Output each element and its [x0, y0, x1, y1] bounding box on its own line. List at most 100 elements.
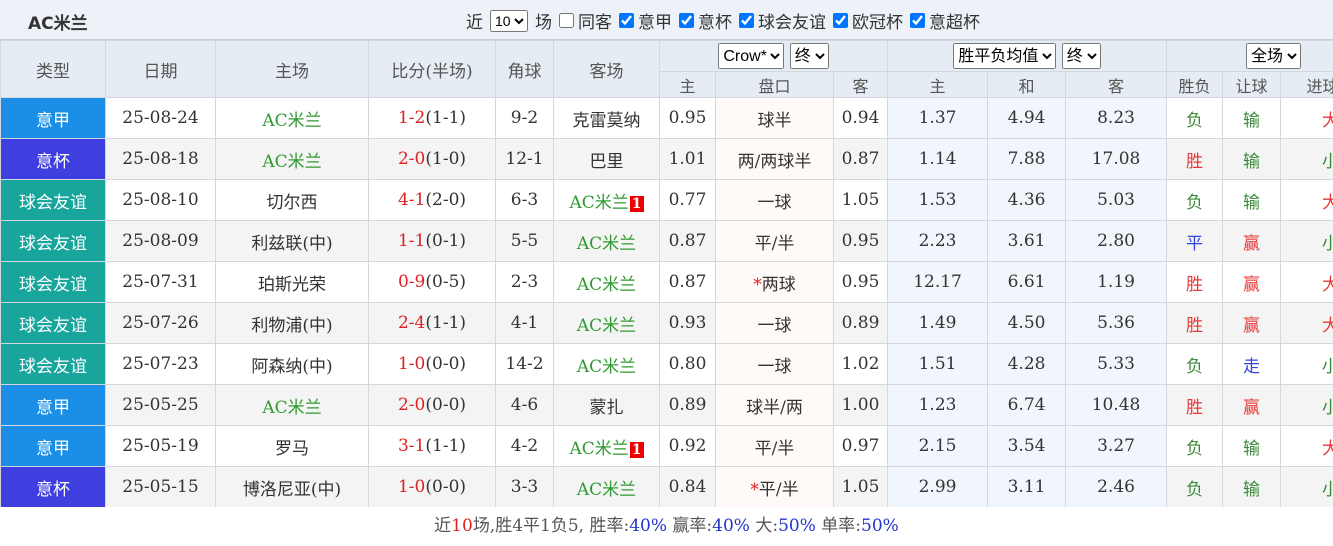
odds-away: 0.87	[832, 138, 889, 180]
match-row: 意甲 25-08-24 AC米兰 1-2(1-1) 9-2 克雷莫纳 0.95 球半 0.94 1…	[0, 97, 1333, 139]
eu-draw: 6.74	[987, 384, 1067, 426]
half-score: (1-0)	[425, 149, 467, 169]
corners: 2-3	[495, 261, 554, 303]
odds-away: 1.05	[832, 466, 889, 507]
group-header: Crow* 终	[658, 40, 889, 72]
odds-select[interactable]: 全场	[1246, 43, 1302, 69]
recent-count[interactable]: 10	[490, 9, 528, 32]
goals: 大	[1280, 425, 1333, 467]
eu-win: 2.23	[887, 220, 989, 262]
red-card: 1	[629, 441, 644, 458]
result: 胜	[1166, 261, 1224, 303]
league: 球会友谊	[0, 343, 106, 385]
home-team: 切尔西	[215, 179, 369, 221]
corners: 3-3	[495, 466, 554, 507]
league: 球会友谊	[0, 302, 106, 344]
filter-checkbox[interactable]	[739, 13, 754, 28]
score: 1-0(0-0)	[368, 466, 496, 507]
eu-win: 2.99	[887, 466, 989, 507]
summary-part: 40%	[629, 516, 667, 536]
date: 25-07-31	[105, 261, 216, 303]
result: 负	[1166, 97, 1224, 139]
summary-part: 场,胜4平1负5, 胜率:	[472, 516, 630, 536]
handicap-line: 球半/两	[746, 397, 803, 418]
goals: 小	[1280, 220, 1333, 262]
corners: 5-5	[495, 220, 554, 262]
half-score: (0-0)	[425, 354, 467, 374]
sub-header: 主	[887, 71, 989, 98]
half-score: (0-0)	[425, 395, 467, 415]
match-table: 类型 日期 主场 比分(半场) 角球 客场 Crow* 终 胜平负均值 终 全场 主盘口客主…	[0, 40, 1333, 507]
filter-label: 球会友谊	[758, 13, 826, 33]
date: 25-07-23	[105, 343, 216, 385]
filter-checkbox[interactable]	[619, 13, 634, 28]
handicap: *两球	[715, 261, 834, 303]
league: 球会友谊	[0, 179, 106, 221]
handicap: 两/两球半	[715, 138, 834, 180]
filter-checkbox[interactable]	[833, 13, 848, 28]
odds-away: 0.94	[832, 97, 889, 139]
summary-part: 10	[451, 516, 473, 536]
handicap-line: 两/两球半	[737, 151, 812, 172]
eu-lose: 1.19	[1065, 261, 1168, 303]
eu-lose: 5.33	[1065, 343, 1168, 385]
handicap-line: 一球	[757, 315, 792, 336]
eu-draw: 7.88	[987, 138, 1067, 180]
filter-label: 意超杯	[929, 13, 980, 33]
match-row: 球会友谊 25-07-31 珀斯光荣 0-9(0-5) 2-3 AC米兰 0.87 *两球 0.…	[0, 261, 1333, 303]
half-score: (1-1)	[425, 313, 467, 333]
handicap: 球半	[715, 97, 834, 139]
sub-header: 盘口	[715, 71, 834, 98]
odds-select[interactable]: Crow*	[718, 43, 785, 69]
score: 0-9(0-5)	[368, 261, 496, 303]
score: 3-1(1-1)	[368, 425, 496, 467]
corners: 4-1	[495, 302, 554, 344]
handicap-line: 两球	[761, 274, 796, 295]
full-score: 2-4	[397, 313, 426, 333]
eu-draw: 4.50	[987, 302, 1067, 344]
odds-select[interactable]: 终	[1061, 43, 1101, 69]
handicap-result: 赢	[1222, 220, 1282, 262]
odds-select[interactable]: 终	[789, 43, 829, 69]
match-row: 球会友谊 25-07-23 阿森纳(中) 1-0(0-0) 14-2 AC米兰 0.80 一球…	[0, 343, 1333, 385]
half-score: (0-0)	[425, 477, 467, 497]
date: 25-08-10	[105, 179, 216, 221]
match-row: 意甲 25-05-25 AC米兰 2-0(0-0) 4-6 蒙扎 0.89 球半/两 1.00 1…	[0, 384, 1333, 426]
handicap-result: 输	[1222, 179, 1282, 221]
sub-header: 客	[1065, 71, 1168, 98]
handicap-line: 球半	[757, 110, 792, 131]
result: 胜	[1166, 384, 1224, 426]
home-team: 利物浦(中)	[215, 302, 369, 344]
filter-checkbox[interactable]	[910, 13, 925, 28]
eu-lose: 2.46	[1065, 466, 1168, 507]
table-wrap: 类型 日期 主场 比分(半场) 角球 客场 Crow* 终 胜平负均值 终 全场 主盘口客主…	[0, 40, 1333, 507]
odds-home: 0.95	[659, 97, 716, 139]
filter-checkbox[interactable]	[679, 13, 694, 28]
odds-away: 0.95	[832, 261, 889, 303]
filter-label: 同客	[578, 13, 612, 33]
away-name: AC米兰	[576, 479, 637, 500]
full-score: 1-0	[397, 477, 426, 497]
eu-lose: 8.23	[1065, 97, 1168, 139]
recent-suffix: 场	[535, 13, 552, 33]
filter-checkbox[interactable]	[559, 13, 574, 28]
handicap-line: 一球	[757, 356, 792, 377]
half-score: (1-1)	[425, 436, 467, 456]
summary-part: 赢率:	[667, 516, 713, 536]
score: 1-2(1-1)	[368, 97, 496, 139]
league: 意甲	[0, 425, 106, 467]
away-name: AC米兰	[569, 438, 629, 459]
away-name: AC米兰	[569, 192, 629, 213]
corners: 14-2	[495, 343, 554, 385]
odds-home: 0.93	[659, 302, 716, 344]
eu-lose: 17.08	[1065, 138, 1168, 180]
eu-lose: 5.03	[1065, 179, 1168, 221]
score: 2-4(1-1)	[368, 302, 496, 344]
goals: 小	[1280, 343, 1333, 385]
away-team: AC米兰 1	[553, 179, 660, 221]
corners: 4-2	[495, 425, 554, 467]
eu-win: 12.17	[887, 261, 989, 303]
odds-select[interactable]: 胜平负均值	[953, 43, 1057, 69]
column-header: 客场	[553, 40, 660, 98]
away-team: 蒙扎	[553, 384, 660, 426]
